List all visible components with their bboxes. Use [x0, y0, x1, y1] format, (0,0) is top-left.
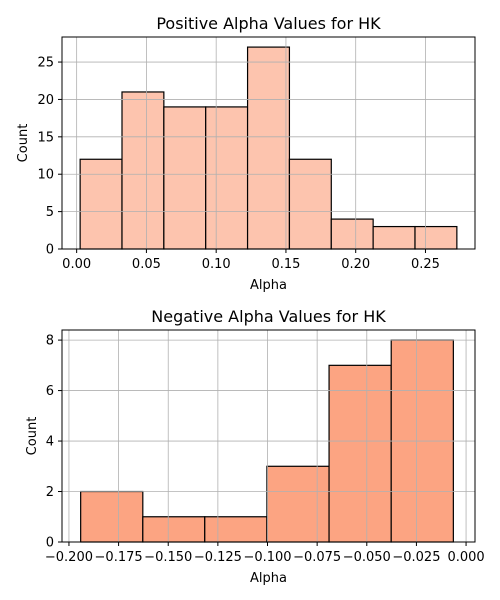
histogram-bar-7: [372, 225, 416, 250]
x-tick-label-3: −0.125: [194, 550, 242, 565]
x-tick-label-1: 0.05: [132, 257, 161, 272]
chart-title: Positive Alpha Values for HK: [156, 14, 381, 33]
x-tick-label-4: −0.100: [243, 550, 291, 565]
x-tick-label-0: −0.200: [45, 550, 93, 565]
y-tick-label-3: 15: [37, 130, 54, 145]
x-tick-label-1: −0.175: [95, 550, 143, 565]
histogram-bar-3: [266, 465, 330, 543]
histogram-bar-4: [328, 364, 392, 543]
histogram-bar-4: [246, 46, 291, 250]
x-tick-label-0: 0.00: [62, 257, 91, 272]
axes-frame: [61, 36, 476, 250]
histogram-bar-0: [80, 490, 144, 543]
y-tick-label-1: 5: [46, 205, 54, 220]
y-tick-label-1: 2: [46, 485, 54, 500]
x-tick-label-2: −0.150: [144, 550, 192, 565]
y-tick-label-4: 20: [37, 93, 54, 108]
x-tick-label-5: −0.075: [293, 550, 341, 565]
chart-title: Negative Alpha Values for HK: [151, 307, 386, 326]
histogram-bar-3: [205, 106, 249, 250]
y-tick-label-2: 4: [46, 435, 54, 450]
x-axis-label: Alpha: [250, 278, 287, 293]
x-tick-label-8: 0.000: [447, 550, 484, 565]
x-tick-label-6: −0.050: [343, 550, 391, 565]
negative-alpha-chart: −0.200 −0.175 −0.150 −0.125 −0.100 −0.075 −0.0…: [25, 307, 485, 586]
x-tick-label-2: 0.10: [202, 257, 231, 272]
y-tick-label-2: 10: [37, 168, 54, 183]
histogram-bar-8: [414, 225, 458, 250]
y-tick-label-0: 0: [46, 243, 54, 258]
y-tick-label-4: 8: [46, 334, 54, 349]
x-axis-label: Alpha: [250, 571, 287, 586]
x-tick-label-5: 0.25: [411, 257, 440, 272]
y-tick-label-3: 6: [46, 384, 54, 399]
histogram-bar-6: [330, 218, 374, 250]
positive-alpha-chart: 0.00 0.05 0.10 0.15 0.20 0.25 0 5 10 15 20 25 Positi…: [16, 14, 476, 293]
y-axis-label: Count: [25, 417, 40, 456]
histogram-bar-2: [163, 106, 207, 250]
x-tick-label-3: 0.15: [271, 257, 300, 272]
y-axis-label: Count: [16, 124, 31, 163]
axes-frame: [61, 329, 476, 543]
histogram-bar-1: [142, 516, 206, 543]
y-tick-label-0: 0: [46, 536, 54, 551]
histogram-bar-5: [288, 158, 332, 250]
histogram-bar-2: [204, 516, 268, 543]
x-tick-label-7: −0.025: [392, 550, 440, 565]
x-tick-label-4: 0.20: [341, 257, 370, 272]
y-tick-label-5: 25: [37, 56, 54, 71]
histogram-bar-1: [121, 91, 165, 250]
histogram-bar-0: [79, 158, 123, 250]
